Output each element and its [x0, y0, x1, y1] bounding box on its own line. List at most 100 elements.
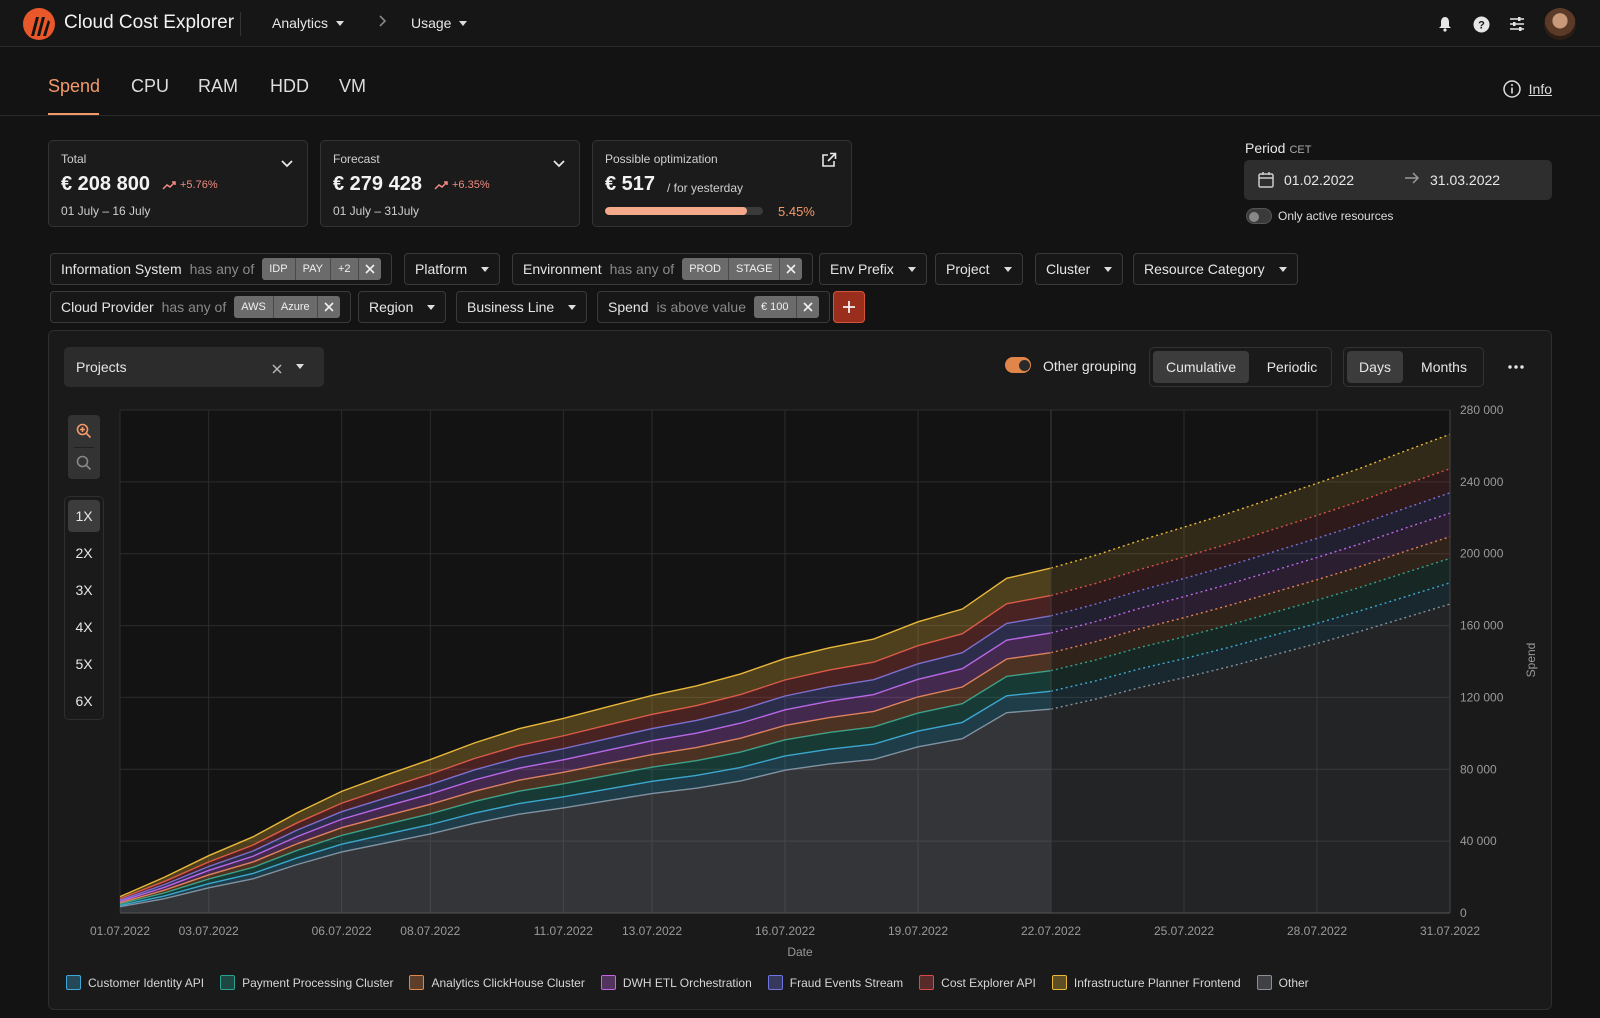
- other-grouping-label: Other grouping: [1043, 358, 1137, 374]
- forecast-area-dwh-etl-orchestration: [1051, 513, 1450, 653]
- clear-filter-icon[interactable]: [358, 258, 381, 280]
- filter-platform[interactable]: Platform: [404, 253, 501, 285]
- mode-segmented-control: Cumulative Periodic: [1149, 347, 1332, 387]
- period-from[interactable]: 01.02.2022: [1284, 172, 1355, 188]
- y-tick-label: 160 000: [1460, 619, 1504, 633]
- nav-analytics-dropdown[interactable]: Analytics: [272, 15, 345, 31]
- forecast-period: 01 July – 31July: [333, 204, 420, 218]
- grouping-select[interactable]: Projects: [64, 347, 324, 387]
- tab-vm[interactable]: VM: [339, 76, 366, 96]
- optimization-card[interactable]: Possible optimization € 517 / for yester…: [592, 140, 852, 227]
- filter-name: Business Line: [467, 299, 555, 315]
- legend-item[interactable]: Other: [1256, 975, 1309, 990]
- forecast-delta-value: +6.35%: [452, 179, 490, 191]
- period-date-range[interactable]: 01.02.2022 31.03.2022: [1244, 160, 1552, 200]
- scale-2x-button[interactable]: 2X: [75, 545, 93, 561]
- legend-item[interactable]: Fraud Events Stream: [767, 975, 903, 990]
- total-label: Total: [61, 152, 87, 166]
- forecast-area-other: [1051, 604, 1450, 913]
- legend-item[interactable]: Infrastructure Planner Frontend: [1051, 975, 1241, 990]
- filter-chip: STAGE: [728, 258, 781, 280]
- line-cost-explorer-api: [119, 594, 1052, 900]
- x-tick-label: 22.07.2022: [1021, 924, 1081, 938]
- tab-cpu[interactable]: CPU: [131, 76, 170, 96]
- scale-3x-button[interactable]: 3X: [75, 582, 93, 598]
- scale-selector: 1X 2X 3X 4X 5X 6X: [64, 496, 104, 720]
- filter-resource-category[interactable]: Resource Category: [1133, 253, 1298, 285]
- nav-usage-dropdown[interactable]: Usage: [411, 15, 468, 31]
- zoom-in-icon[interactable]: [76, 423, 92, 444]
- mode-cumulative-button[interactable]: Cumulative: [1153, 351, 1249, 383]
- granularity-days-button[interactable]: Days: [1347, 351, 1403, 383]
- filter-cluster[interactable]: Cluster: [1035, 253, 1124, 285]
- scale-6x-button[interactable]: 6X: [75, 693, 93, 709]
- legend-swatch: [1256, 975, 1272, 990]
- app-logo[interactable]: [23, 8, 55, 40]
- tab-hdd[interactable]: HDD: [270, 76, 309, 96]
- filter-business-line[interactable]: Business Line: [456, 291, 588, 323]
- legend-item[interactable]: Payment Processing Cluster: [220, 975, 393, 990]
- scale-1x-button[interactable]: 1X: [68, 500, 100, 532]
- granularity-months-button[interactable]: Months: [1421, 359, 1467, 375]
- x-tick-label: 11.07.2022: [534, 924, 593, 938]
- y-tick-label: 40 000: [1460, 834, 1497, 848]
- clear-filter-icon[interactable]: [317, 296, 340, 318]
- settings-sliders-icon[interactable]: [1508, 15, 1526, 33]
- forecast-card[interactable]: Forecast € 279 428 +6.35% 01 July – 31Ju…: [320, 140, 580, 227]
- legend-label: Analytics ClickHouse Cluster: [431, 975, 585, 990]
- info-link[interactable]: Info: [1502, 80, 1552, 98]
- add-filter-button[interactable]: [833, 291, 865, 323]
- more-options-icon[interactable]: [1500, 351, 1532, 383]
- filter-environment[interactable]: Environment has any of PROD STAGE: [512, 253, 814, 285]
- legend-item[interactable]: DWH ETL Orchestration: [600, 975, 752, 990]
- optimization-label: Possible optimization: [605, 152, 718, 166]
- grouping-value: Projects: [76, 359, 127, 375]
- caret-down-icon: [568, 304, 577, 310]
- caret-down-icon[interactable]: [296, 364, 304, 369]
- tab-ram[interactable]: RAM: [198, 76, 238, 96]
- bell-icon[interactable]: [1436, 15, 1454, 33]
- scale-5x-button[interactable]: 5X: [75, 656, 93, 672]
- nav-usage-label: Usage: [411, 15, 452, 31]
- clear-filter-icon[interactable]: [780, 258, 803, 280]
- filter-chip: PAY: [295, 258, 331, 280]
- zoom-out-icon[interactable]: [76, 455, 92, 476]
- chevron-down-icon[interactable]: [281, 155, 293, 173]
- period-to[interactable]: 31.03.2022: [1430, 172, 1501, 188]
- filter-information-system[interactable]: Information System has any of IDP PAY +2: [50, 253, 392, 285]
- only-active-toggle[interactable]: [1246, 208, 1272, 224]
- filter-project[interactable]: Project: [935, 253, 1023, 285]
- svg-text:?: ?: [1478, 19, 1485, 31]
- area-dwh-etl-orchestration: [120, 632, 1051, 903]
- legend-label: DWH ETL Orchestration: [622, 975, 752, 990]
- scale-4x-button[interactable]: 4X: [75, 619, 93, 635]
- caret-down-icon: [907, 266, 916, 272]
- legend-item[interactable]: Cost Explorer API: [919, 975, 1036, 990]
- other-grouping-toggle[interactable]: [1005, 357, 1031, 373]
- app-header: Cloud Cost Explorer Analytics Usage ?: [0, 0, 1600, 47]
- filter-region[interactable]: Region: [358, 291, 447, 323]
- caret-down-icon: [459, 20, 468, 26]
- y-axis-title: Spend: [1524, 643, 1538, 678]
- user-avatar[interactable]: [1544, 8, 1576, 40]
- chevron-down-icon[interactable]: [553, 155, 565, 173]
- caret-down-icon: [1278, 266, 1287, 272]
- clear-filter-icon[interactable]: [796, 296, 819, 318]
- legend-item[interactable]: Analytics ClickHouse Cluster: [409, 975, 585, 990]
- legend-swatch: [220, 975, 236, 990]
- filter-name: Information System: [61, 261, 182, 277]
- filter-env-prefix[interactable]: Env Prefix: [819, 253, 927, 285]
- legend-item[interactable]: Customer Identity API: [66, 975, 204, 990]
- mode-periodic-button[interactable]: Periodic: [1266, 359, 1318, 375]
- total-card[interactable]: Total € 208 800 +5.76% 01 July – 16 July: [48, 140, 308, 227]
- filter-spend[interactable]: Spend is above value € 100: [597, 291, 830, 323]
- help-icon[interactable]: ?: [1472, 15, 1490, 33]
- external-link-icon[interactable]: [821, 152, 837, 173]
- filter-operator: has any of: [609, 261, 675, 277]
- clear-grouping-icon[interactable]: [272, 361, 282, 379]
- tab-spend[interactable]: Spend: [48, 76, 101, 96]
- forecast-area-payment-processing-cluster: [1051, 558, 1450, 692]
- x-axis-title: Date: [787, 945, 813, 959]
- filter-cloud-provider[interactable]: Cloud Provider has any of AWS Azure: [50, 291, 351, 323]
